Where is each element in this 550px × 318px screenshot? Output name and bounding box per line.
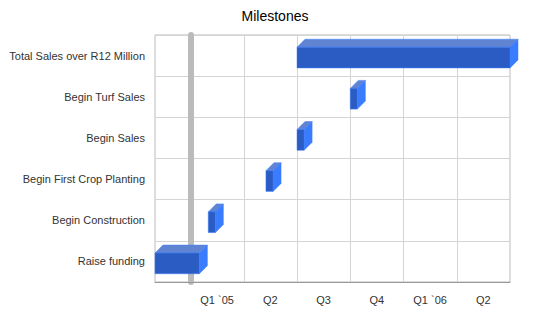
svg-text:Q4: Q4 [370, 294, 385, 306]
svg-text:Begin Sales: Begin Sales [86, 132, 145, 144]
svg-text:Q2: Q2 [263, 294, 278, 306]
svg-text:Total Sales over R12 Million: Total Sales over R12 Million [9, 50, 145, 62]
svg-text:Raise funding: Raise funding [78, 255, 145, 267]
svg-text:Begin Construction: Begin Construction [52, 214, 145, 226]
svg-text:Q2: Q2 [476, 294, 491, 306]
svg-text:Q3: Q3 [316, 294, 331, 306]
svg-text:Begin First Crop Planting: Begin First Crop Planting [23, 173, 145, 185]
svg-text:Q1 `05: Q1 `05 [200, 294, 234, 306]
svg-text:Begin Turf Sales: Begin Turf Sales [64, 91, 145, 103]
svg-text:Milestones: Milestones [242, 8, 309, 24]
svg-text:Q1 `06: Q1 `06 [413, 294, 447, 306]
